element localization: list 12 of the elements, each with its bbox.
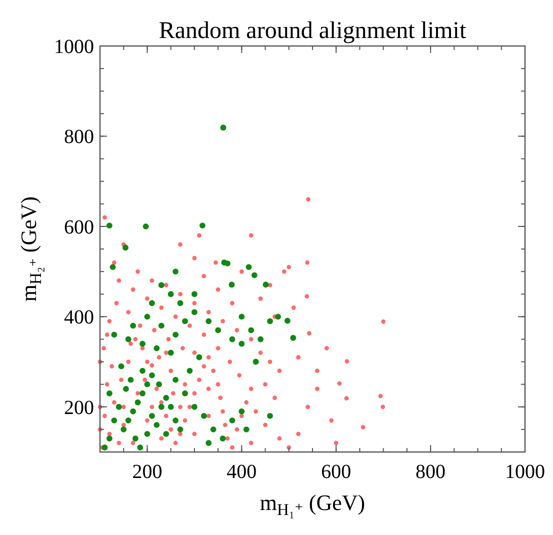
x-tick-label: 400 xyxy=(226,461,257,483)
y-tick-label: 400 xyxy=(64,306,94,329)
y-tick-label: 800 xyxy=(64,126,94,148)
y-tick-label: 200 xyxy=(64,396,94,419)
y-tick-label: 600 xyxy=(64,216,94,238)
x-axis-title: m$_{H₁⁺}$ (GeV) xyxy=(260,490,366,519)
x-tick-label: 600 xyxy=(321,461,352,483)
x-tick-label: 200 xyxy=(132,461,162,483)
x-tick-label: 1000 xyxy=(505,461,545,483)
y-tick-label: 1000 xyxy=(54,36,94,58)
chart-title: Random around alignment limit xyxy=(158,18,466,44)
x-tick-label: 800 xyxy=(416,461,446,483)
